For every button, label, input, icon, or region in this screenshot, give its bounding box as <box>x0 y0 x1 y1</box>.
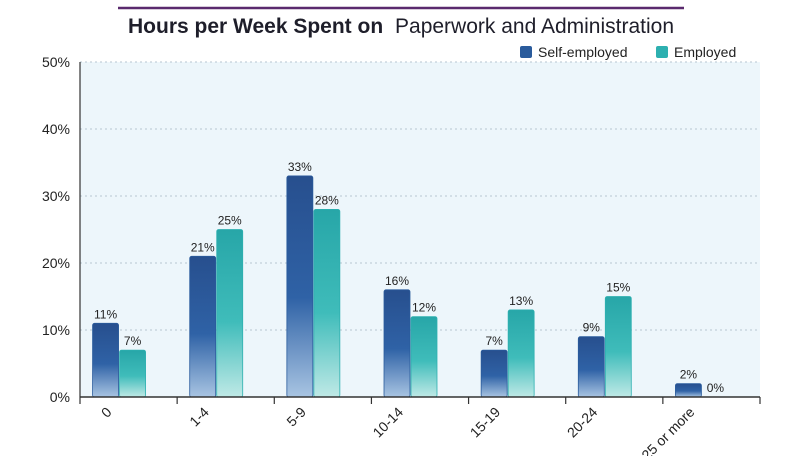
legend-label-self-employed: Self-employed <box>538 44 628 60</box>
y-tick-label: 0% <box>50 389 70 405</box>
legend-label-employed: Employed <box>674 44 736 60</box>
legend: Self-employed Employed <box>520 44 736 60</box>
x-category-label: 15-19 <box>467 404 504 441</box>
value-label-employed: 7% <box>124 334 142 348</box>
bar-self-employed <box>480 349 508 398</box>
x-category-label: 25 or more <box>638 404 697 456</box>
y-tick-label: 20% <box>42 255 70 271</box>
value-label-self-employed: 2% <box>680 368 698 382</box>
chart-title-normal: Paperwork and Administration <box>395 15 674 38</box>
bar-self-employed <box>383 289 411 398</box>
value-label-employed: 0% <box>707 381 725 395</box>
bar-self-employed <box>189 255 217 398</box>
bar-self-employed <box>675 383 702 398</box>
value-label-self-employed: 9% <box>583 321 601 335</box>
bar-employed <box>507 309 535 398</box>
x-category-label: 20-24 <box>564 404 601 441</box>
x-category-label: 1-4 <box>186 404 212 430</box>
legend-swatch-employed <box>656 46 668 58</box>
x-category-label: 5-9 <box>283 404 309 430</box>
bar-self-employed <box>92 322 119 398</box>
y-tick-label: 40% <box>42 121 70 137</box>
bar-self-employed <box>286 175 314 398</box>
value-label-employed: 28% <box>315 193 339 207</box>
x-axis-labels: 0 1-4 5-9 10-14 15-19 20-24 25 or more <box>98 404 698 456</box>
chart-title-bold: Hours per Week Spent on <box>128 15 383 38</box>
y-axis-ticks: 0% 10% 20% 30% 40% 50% <box>42 54 70 405</box>
value-label-self-employed: 7% <box>485 334 503 348</box>
value-label-employed: 25% <box>218 214 242 228</box>
value-label-self-employed: 21% <box>191 240 215 254</box>
x-category-label: 10-14 <box>369 404 406 441</box>
bars <box>92 175 702 398</box>
value-label-employed: 15% <box>606 281 630 295</box>
y-tick-label: 10% <box>42 322 70 338</box>
x-axis-ticks <box>79 397 761 404</box>
bar-employed <box>119 349 146 398</box>
bar-employed <box>604 296 632 398</box>
bar-employed <box>216 229 244 398</box>
value-label-self-employed: 11% <box>94 307 117 321</box>
bar-self-employed <box>577 336 605 398</box>
x-category-label: 0 <box>98 404 115 421</box>
value-label-self-employed: 16% <box>385 274 409 288</box>
y-tick-label: 50% <box>42 54 70 70</box>
value-labels: 11% 7% 21%25% 33% 28% 16%12% 7% 13% 9% 15% 2% 0% <box>94 160 724 395</box>
legend-swatch-self-employed <box>520 46 532 58</box>
value-label-employed: 12% <box>412 301 436 315</box>
bar-employed <box>410 316 438 398</box>
y-tick-label: 30% <box>42 188 70 204</box>
value-label-employed: 13% <box>509 294 533 308</box>
value-label-self-employed: 33% <box>288 160 312 174</box>
chart-title: Hours per Week Spent on Paperwork and Ad… <box>128 15 674 38</box>
bar-employed <box>313 208 341 398</box>
